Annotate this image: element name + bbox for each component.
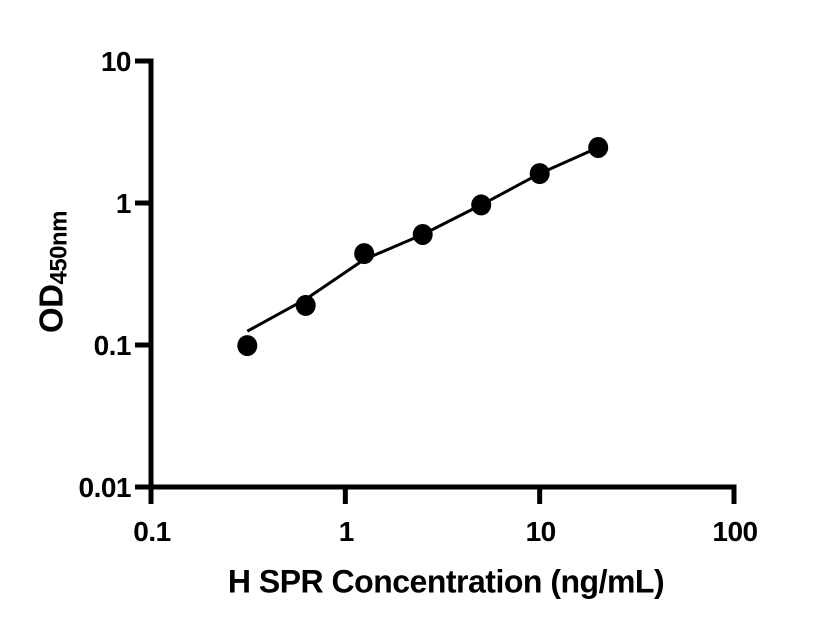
y-tick-label: 0.1 <box>94 330 131 361</box>
x-tick-label: 100 <box>712 516 757 547</box>
data-point <box>529 163 550 185</box>
x-tick-label: 0.1 <box>133 516 170 547</box>
x-axis-title: H SPR Concentration (ng/mL) <box>227 563 665 600</box>
y-axis-title: OD450nm <box>33 211 74 333</box>
y-axis-title-main: OD <box>32 284 70 334</box>
data-point <box>412 224 433 245</box>
y-axis-title-subscript: 450nm <box>45 210 73 285</box>
data-point <box>588 137 609 158</box>
data-point <box>237 335 258 357</box>
data-point <box>471 194 492 216</box>
y-tick-label: 0.01 <box>79 472 132 503</box>
y-tick-label: 10 <box>101 46 131 77</box>
y-tick-label: 1 <box>116 188 131 219</box>
x-tick-label: 1 <box>339 516 354 547</box>
data-point <box>354 243 375 265</box>
x-tick-label: 10 <box>526 516 556 547</box>
data-point <box>295 294 316 316</box>
